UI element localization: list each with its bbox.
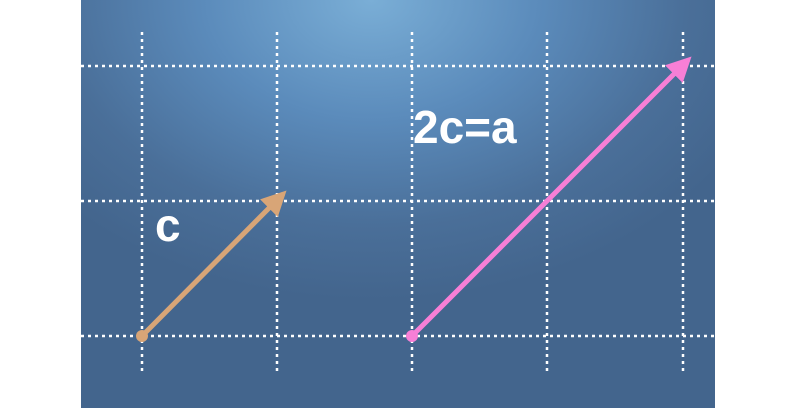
vector-c <box>136 190 287 342</box>
vector-2c-line <box>410 56 692 338</box>
vector-2c-label: 2c=a <box>413 101 517 153</box>
vector-2c <box>406 56 692 342</box>
grid-panel <box>81 0 715 408</box>
vector-2c-origin <box>406 330 418 342</box>
vector-c-label: c <box>155 199 181 251</box>
vector-c-line <box>140 190 287 338</box>
vector-c-origin <box>136 330 148 342</box>
